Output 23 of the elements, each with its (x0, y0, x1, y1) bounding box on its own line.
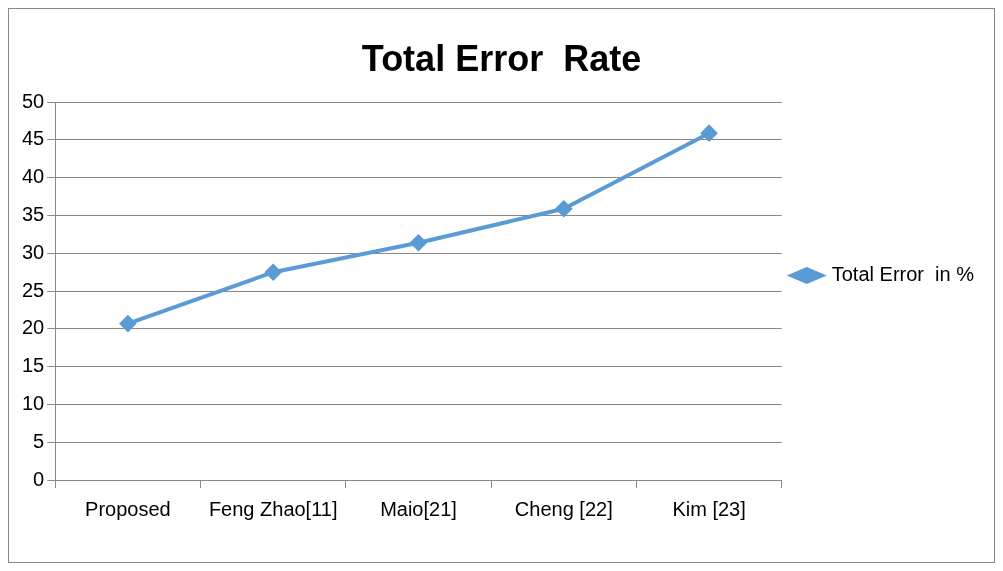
legend-label: Total Error in % (831, 263, 975, 286)
point (265, 264, 282, 281)
x-tick-label: Proposed (85, 497, 171, 520)
x-tick-label: Maio[21] (380, 497, 457, 520)
y-tick-label: 40 (22, 165, 45, 188)
x-tick-label: Cheng [22] (514, 497, 613, 520)
y-tick-label: 45 (22, 127, 45, 150)
y-tick-label: 15 (22, 354, 45, 377)
x-tick-label: Feng Zhao[11] (208, 497, 338, 520)
y-tick-label: 30 (22, 240, 45, 263)
y-tick-label: 10 (22, 391, 45, 414)
point (555, 200, 572, 217)
y-tick-label: 50 (22, 89, 45, 112)
chart-title: Total Error Rate (361, 37, 642, 79)
y-tick-label: 0 (33, 467, 45, 490)
y-tick-label: 20 (22, 316, 45, 339)
x-tick-label: Kim [23] (672, 497, 746, 520)
y-tick-label: 25 (22, 278, 45, 301)
y-tick-label: 35 (22, 203, 45, 226)
point (410, 234, 427, 251)
y-tick-label: 5 (33, 429, 45, 452)
point (701, 125, 718, 142)
point (119, 315, 136, 332)
